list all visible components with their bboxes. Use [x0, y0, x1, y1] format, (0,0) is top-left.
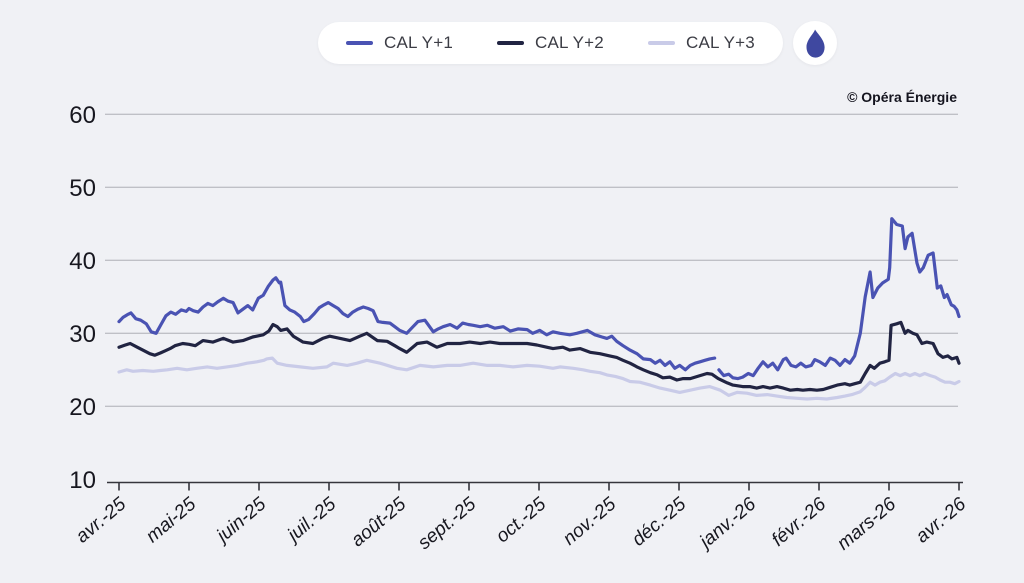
series-cal-y-3[interactable]: [117, 356, 961, 401]
x-tick-label: oct.-25: [492, 493, 550, 547]
legend-swatch-cal-y1: [346, 41, 373, 45]
x-tick-label: mai-25: [142, 493, 200, 547]
x-tick-label: avr.-25: [72, 493, 131, 547]
x-tick-label: mars-26: [833, 493, 900, 554]
legend-item-label: CAL Y+3: [685, 33, 755, 52]
x-tick-label: sept.-25: [414, 493, 480, 553]
series-cal-y-2[interactable]: [117, 320, 961, 392]
legend-item-cal-y1[interactable]: CAL Y+1: [346, 33, 453, 53]
x-tick-label: déc.-25: [628, 493, 690, 550]
legend-item-label: CAL Y+1: [384, 33, 453, 52]
legend: CAL Y+1 CAL Y+2 CAL Y+3: [318, 21, 837, 65]
attribution: © Opéra Énergie: [847, 89, 957, 105]
y-tick-label: 20: [69, 394, 96, 421]
series-cal-y-1[interactable]: [717, 217, 961, 381]
x-tick-label: août-25: [347, 493, 410, 551]
y-tick-label: 60: [69, 102, 96, 129]
x-tick-label: févr.-26: [768, 493, 831, 550]
legend-item-cal-y3[interactable]: CAL Y+3: [647, 33, 755, 53]
legend-item-label: CAL Y+2: [534, 33, 604, 52]
x-tick-label: nov.-25: [559, 493, 620, 549]
x-tick-label: avr.-26: [912, 493, 971, 547]
y-tick-label: 40: [69, 248, 96, 275]
x-tick-label: juin-25: [211, 493, 271, 548]
legend-swatch-cal-y3: [647, 41, 675, 45]
legend-swatch-cal-y2: [496, 41, 524, 45]
x-tick-label: juil.-25: [282, 493, 341, 547]
series-cal-y-1[interactable]: [117, 276, 717, 372]
y-tick-label: 50: [69, 175, 96, 202]
y-tick-label: 10: [69, 467, 96, 494]
legend-pill: CAL Y+1 CAL Y+2 CAL Y+3: [318, 22, 783, 64]
flame-icon: [806, 29, 825, 58]
legend-item-cal-y2[interactable]: CAL Y+2: [496, 33, 604, 53]
x-tick-label: janv.-26: [694, 493, 761, 554]
energy-type-badge[interactable]: [792, 21, 837, 65]
y-tick-label: 30: [69, 321, 96, 348]
